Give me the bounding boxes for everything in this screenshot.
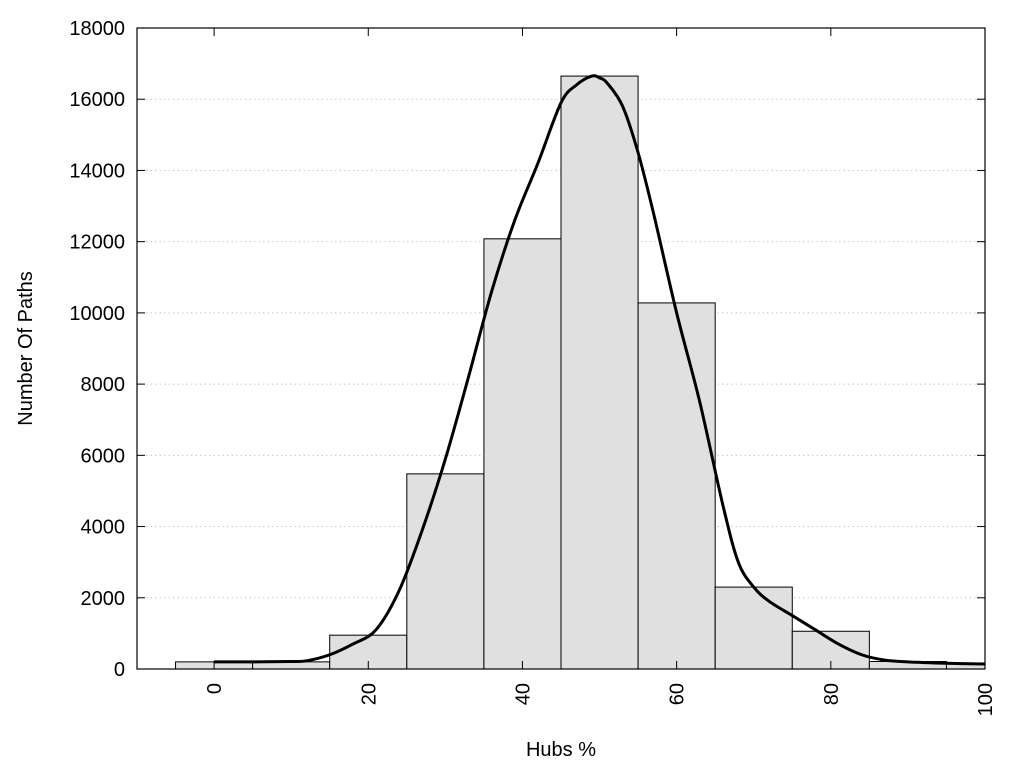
y-tick-label: 4000 [81, 517, 126, 539]
y-tick-label: 16000 [69, 89, 125, 111]
histogram-bar [406, 473, 485, 670]
y-tick-label: 2000 [81, 588, 126, 610]
histogram-bar [483, 238, 562, 670]
y-tick-label: 10000 [69, 303, 125, 325]
y-tick-label: 14000 [69, 160, 125, 182]
x-tick-label: 60 [667, 683, 689, 705]
x-tick-label: 20 [358, 683, 380, 705]
y-tick-label: 6000 [81, 445, 126, 467]
histogram-bars [175, 75, 986, 670]
y-tick-label: 0 [114, 659, 125, 681]
y-axis-title: Number Of Paths [15, 271, 37, 426]
x-tick-label: 80 [821, 683, 843, 705]
x-tick-label: 100 [975, 683, 997, 716]
plot-frame [136, 27, 986, 670]
x-axis-title: Hubs % [526, 739, 596, 761]
histogram-bar [714, 586, 793, 670]
histogram-bar [560, 75, 639, 670]
x-tick-label: 0 [204, 683, 226, 694]
axis-ticks: 0 2000 4000 6000 8000 10000 12000 14000 16000 180… [69, 18, 997, 716]
density-curve-group [214, 74, 986, 666]
x-tick-label: 40 [512, 683, 534, 705]
y-tick-label: 12000 [69, 232, 125, 254]
histogram-bar [637, 302, 716, 670]
density-curve [214, 74, 986, 666]
y-tick-label: 8000 [81, 374, 126, 396]
y-tick-label: 18000 [69, 18, 125, 40]
